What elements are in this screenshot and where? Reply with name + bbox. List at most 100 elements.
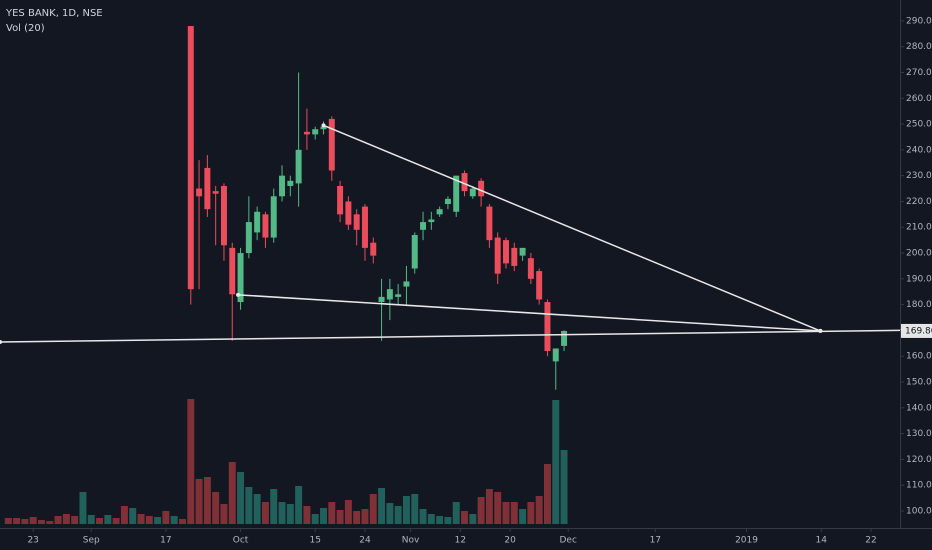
volume-bar — [162, 511, 170, 524]
volume-bar — [336, 510, 344, 524]
candle-body — [196, 188, 203, 197]
candle-body — [295, 149, 302, 184]
volume-bar — [419, 509, 427, 524]
candle-body — [469, 188, 476, 197]
volume-bar — [154, 517, 162, 524]
x-tick-label: 15 — [309, 536, 320, 546]
candle-body — [353, 214, 360, 230]
volume-bar — [402, 496, 410, 524]
volume-bar — [220, 504, 228, 524]
y-tick-label: 140.00 — [906, 403, 932, 413]
candle-body — [519, 247, 526, 256]
volume-bar — [237, 472, 245, 524]
trendline — [0, 329, 932, 343]
candle-body — [428, 219, 435, 223]
volume-bar — [527, 502, 535, 524]
volume-bar — [104, 515, 112, 524]
candle-body — [220, 185, 227, 246]
volume-bar — [469, 514, 477, 524]
y-tick-label: 130.00 — [906, 429, 932, 439]
candle-body — [453, 175, 460, 212]
candle-body — [262, 214, 269, 238]
x-tick-label: 17 — [650, 536, 661, 546]
volume-bar — [137, 514, 145, 524]
y-tick-label: 260.00 — [906, 94, 932, 104]
last-price-label: 169.80 — [905, 326, 932, 336]
volume-bar — [320, 508, 327, 524]
volume-bar — [21, 519, 29, 524]
volume-bar — [543, 464, 551, 524]
volume-bar — [303, 506, 311, 524]
x-tick-label: 14 — [815, 536, 827, 546]
x-tick-label: 22 — [865, 536, 876, 546]
volume-bar — [386, 503, 394, 524]
y-tick-label: 210.00 — [906, 223, 932, 233]
volume-bar — [502, 502, 510, 524]
y-tick-label: 190.00 — [906, 274, 932, 284]
y-tick-label: 230.00 — [906, 171, 932, 181]
candle-body — [254, 211, 261, 233]
volume-bar — [328, 502, 336, 524]
indicator-title: Vol (20) — [6, 23, 45, 34]
candle-body — [303, 131, 310, 135]
candle-body — [403, 281, 410, 287]
volume-bar — [120, 506, 128, 524]
candle-body — [527, 258, 534, 279]
x-tick-label: 24 — [359, 536, 371, 546]
candle-body — [478, 180, 485, 197]
volume-bar — [444, 517, 452, 524]
y-tick-label: 150.00 — [906, 378, 932, 388]
trendline-handle — [0, 340, 2, 345]
trendline — [323, 124, 821, 332]
volume-bar — [54, 516, 62, 524]
y-tick-label: 280.00 — [906, 42, 932, 52]
volume-bar — [261, 502, 269, 524]
candle-body — [511, 247, 518, 266]
volume-bar — [311, 514, 319, 524]
candle-body — [337, 185, 344, 215]
axes-layer: 100.00 110.00 120.00 130.00 140.00 150.00 160.… — [27, 16, 932, 546]
volume-bar — [29, 517, 37, 524]
volume-bar — [394, 506, 402, 524]
volume-bar — [278, 502, 286, 524]
volume-bar — [510, 502, 518, 524]
candle-body — [494, 237, 501, 274]
candle-body — [544, 302, 551, 352]
volume-bar — [485, 489, 493, 524]
volume-bar — [477, 497, 485, 524]
x-tick-label: 17 — [160, 536, 171, 546]
volume-bar — [4, 518, 12, 524]
candle-body — [320, 126, 327, 130]
volume-bar — [344, 500, 352, 524]
candle-body — [187, 26, 194, 290]
volume-bar — [245, 487, 253, 524]
candle-body — [312, 129, 319, 135]
volume-bar — [179, 519, 186, 524]
candle-body — [444, 198, 451, 205]
x-tick-label: Nov — [402, 536, 420, 546]
volume-bar — [62, 514, 70, 524]
volume-bar — [519, 509, 527, 524]
candle-body — [345, 201, 352, 225]
candle-body — [503, 240, 509, 264]
y-tick-label: 290.00 — [906, 16, 932, 26]
volume-bar — [87, 515, 95, 524]
candle-body — [328, 118, 335, 171]
volume-bar — [461, 511, 468, 524]
x-tick-label: 20 — [504, 536, 516, 546]
x-tick-label: Oct — [233, 536, 249, 546]
volume-bar — [286, 504, 294, 524]
y-tick-label: 120.00 — [906, 455, 932, 465]
x-tick-label: Dec — [559, 536, 576, 546]
x-tick-label: Sep — [83, 536, 100, 546]
volume-bar — [13, 518, 21, 524]
candle-body — [204, 167, 211, 210]
candle-layer — [187, 26, 568, 390]
x-tick-label: 2019 — [735, 536, 758, 546]
y-tick-label: 100.00 — [906, 506, 932, 516]
volume-bar — [203, 477, 211, 524]
candle-body — [237, 253, 244, 303]
volume-bar — [353, 511, 361, 524]
volume-bar — [411, 494, 419, 524]
